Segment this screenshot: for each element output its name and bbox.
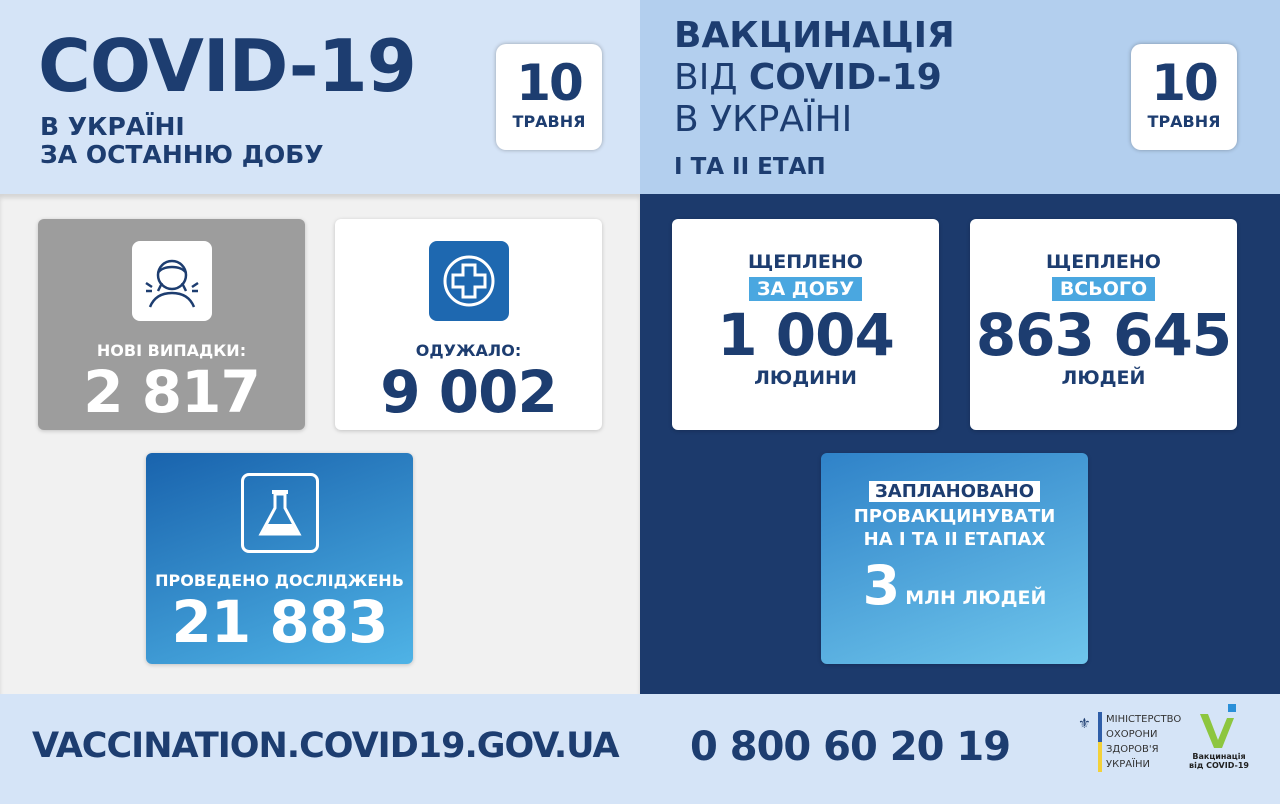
vaccination-line3: В УКРАЇНІ (674, 99, 853, 140)
date-badge-right: 10 ТРАВНЯ (1131, 44, 1237, 150)
recovered-label: ОДУЖАЛО: (415, 341, 522, 360)
vaccination-v-logo-icon (1200, 704, 1236, 748)
medical-cross-icon (428, 241, 509, 321)
tests-card: ПРОВЕДЕНО ДОСЛІДЖЕНЬ 21 883 (146, 453, 413, 664)
vaccination-logo-line: від COVID-19 (1189, 761, 1249, 770)
vaccination-title: ВАКЦИНАЦІЯ (674, 15, 955, 56)
right-header: ВАКЦИНАЦІЯ ВІД COVID-19 В УКРАЇНІ І ТА І… (640, 0, 1280, 194)
planned-highlight: ЗАПЛАНОВАНО (868, 481, 1041, 502)
vaccinated-total-highlight: ВСЬОГО (1051, 277, 1156, 301)
recovered-value: 9 002 (380, 358, 558, 426)
line2-prefix: ВІД (674, 57, 749, 98)
planned-value: 3 (862, 554, 901, 617)
planned-line1: ПРОВАКЦИНУВАТИ (853, 506, 1056, 527)
sneezing-person-icon (131, 241, 212, 321)
vaccinated-total-card: ЩЕПЛЕНО ВСЬОГО 863 645 ЛЮДЕЙ (970, 219, 1237, 430)
new-cases-label: НОВІ ВИПАДКИ: (96, 341, 247, 360)
flask-icon (240, 473, 319, 553)
planned-unit: МЛН ЛЮДЕЙ (905, 587, 1047, 609)
planned-line2: НА І ТА ІІ ЕТАПАХ (863, 529, 1046, 550)
vaccination-logo-line: Вакцинація (1192, 752, 1246, 761)
ministry-line: УКРАЇНИ (1106, 759, 1151, 770)
ministry-flag-bar (1098, 712, 1102, 772)
vaccination-line2: ВІД COVID-19 (674, 58, 942, 98)
footer: VACCINATION.COVID19.GOV.UA 0 800 60 20 1… (0, 694, 1280, 804)
date-month: ТРАВНЯ (1147, 112, 1221, 131)
date-month: ТРАВНЯ (512, 112, 586, 131)
vaccinated-daily-value: 1 004 (717, 301, 895, 369)
subtitle-line2: ЗА ОСТАННЮ ДОБУ (40, 140, 324, 169)
vaccinated-total-unit: ЛЮДЕЙ (1061, 367, 1146, 389)
subtitle-line1: В УКРАЇНІ (40, 112, 185, 141)
vaccinated-total-value: 863 645 (975, 301, 1232, 369)
date-badge: 10 ТРАВНЯ (496, 44, 602, 150)
planned-card: ЗАПЛАНОВАНО ПРОВАКЦИНУВАТИ НА І ТА ІІ ЕТ… (821, 453, 1088, 664)
website-link[interactable]: VACCINATION.COVID19.GOV.UA (32, 726, 620, 766)
hotline-phone[interactable]: 0 800 60 20 19 (690, 724, 1011, 770)
vaccinated-daily-highlight: ЗА ДОБУ (748, 277, 863, 301)
line2-bold: COVID-19 (748, 57, 942, 98)
vaccination-logo-text: Вакцинація від COVID-19 (1184, 752, 1254, 770)
ministry-line: ЗДОРОВ'Я (1106, 744, 1159, 755)
ministry-line: МІНІСТЕРСТВО (1106, 714, 1182, 725)
stage-label: І ТА ІІ ЕТАП (674, 154, 826, 180)
vaccinated-daily-unit: ЛЮДИНИ (754, 367, 857, 389)
left-header: COVID-19 В УКРАЇНІ ЗА ОСТАННЮ ДОБУ 10 ТР… (0, 0, 640, 194)
tests-label: ПРОВЕДЕНО ДОСЛІДЖЕНЬ (155, 571, 404, 590)
tests-value: 21 883 (171, 588, 389, 656)
date-day: 10 (1151, 54, 1219, 112)
ministry-logo: МІНІСТЕРСТВО ОХОРОНИ ЗДОРОВ'Я УКРАЇНИ (1106, 712, 1181, 772)
covid-title: COVID-19 (38, 24, 417, 108)
new-cases-card: НОВІ ВИПАДКИ: 2 817 (38, 219, 305, 430)
recovered-card: ОДУЖАЛО: 9 002 (335, 219, 602, 430)
vaccinated-total-title: ЩЕПЛЕНО (1046, 251, 1161, 273)
vaccinated-daily-card: ЩЕПЛЕНО ЗА ДОБУ 1 004 ЛЮДИНИ (672, 219, 939, 430)
trident-icon: ⚜ (1078, 716, 1091, 732)
date-day: 10 (516, 54, 584, 112)
new-cases-value: 2 817 (83, 358, 261, 426)
vaccinated-daily-title: ЩЕПЛЕНО (748, 251, 863, 273)
ministry-line: ОХОРОНИ (1106, 729, 1158, 740)
